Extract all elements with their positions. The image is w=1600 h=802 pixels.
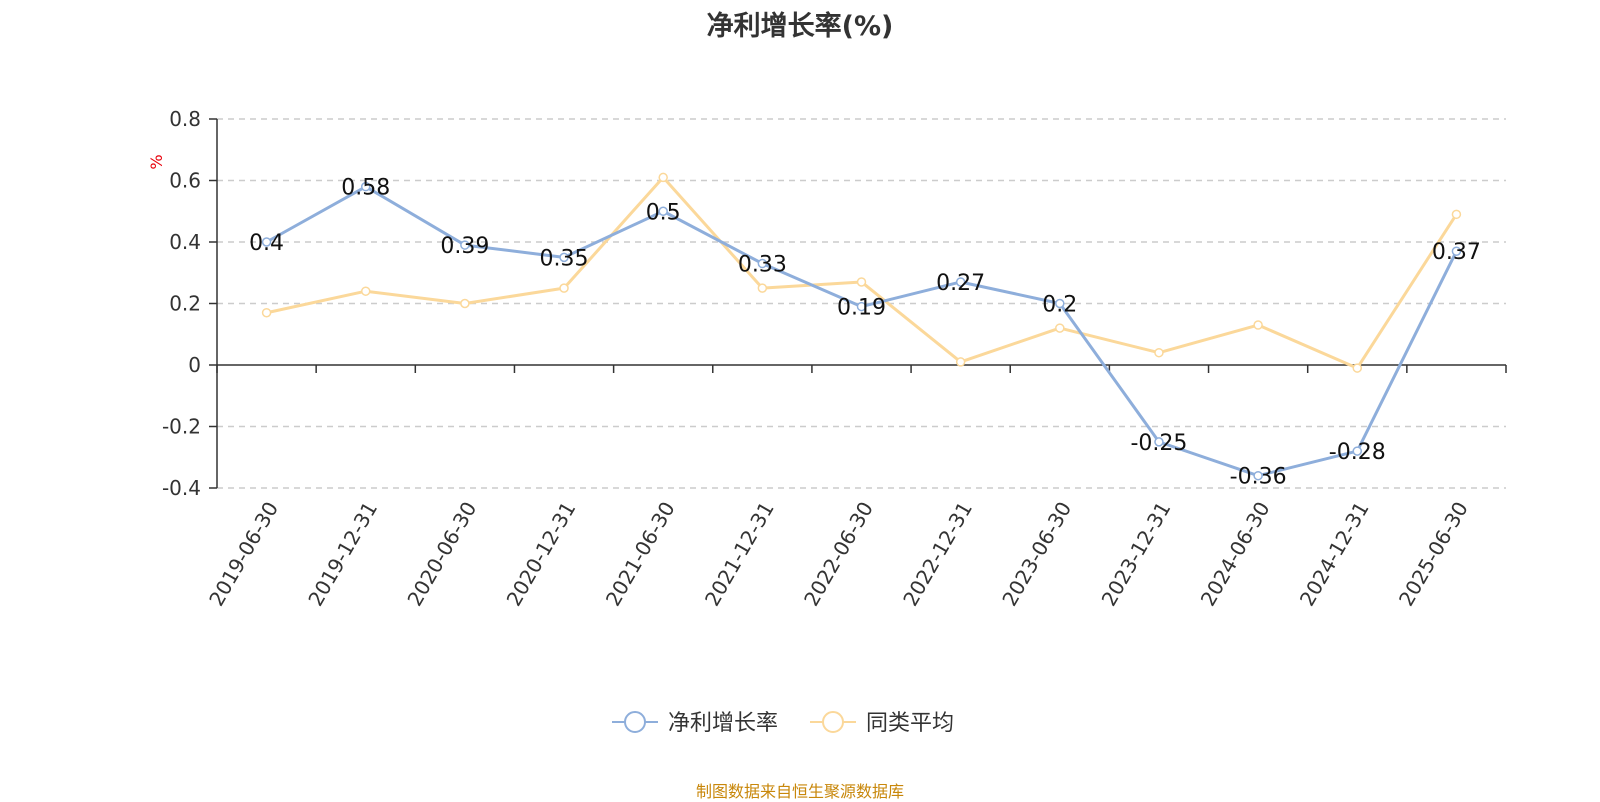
series-line-peer-average — [266, 175, 1458, 370]
y-tick-label: 0.4 — [169, 230, 201, 254]
x-tick-label: 2024-06-30 — [1196, 498, 1275, 611]
legend-item: 同类平均 — [810, 711, 954, 736]
x-tick-label: 2020-12-31 — [502, 498, 581, 611]
data-label: 0.2 — [1042, 293, 1077, 318]
x-tick-label: 2022-06-30 — [799, 498, 878, 611]
point-peer-average — [261, 307, 272, 318]
point-peer-average — [1055, 323, 1065, 333]
data-label: 0.27 — [936, 271, 985, 296]
point-peer-average — [757, 283, 768, 293]
point-net-profit-growth — [1154, 437, 1164, 447]
x-tick-labels: 2019-06-30 2019-12-31 2020-06-30 2020-12-31… — [204, 497, 1473, 610]
axes — [209, 118, 1507, 489]
legend-label: 净利增长率 — [668, 711, 778, 736]
legend-swatch-marker — [624, 711, 646, 733]
point-net-profit-growth — [1253, 470, 1263, 481]
point-peer-average — [1154, 347, 1164, 358]
point-net-profit-growth — [955, 277, 966, 287]
point-peer-average — [1451, 209, 1462, 220]
data-label: 0.5 — [646, 200, 681, 225]
y-tick-label: -0.2 — [162, 415, 201, 439]
data-label: -0.25 — [1130, 431, 1187, 456]
point-net-profit-growth — [559, 252, 569, 263]
x-tick-label: 2021-06-30 — [601, 498, 680, 611]
data-label: 0.19 — [837, 296, 886, 321]
point-peer-average — [658, 172, 668, 183]
point-net-profit-growth — [1451, 246, 1462, 256]
x-tick-label: 2024-12-31 — [1295, 498, 1374, 611]
data-labels: 0.4 0.58 0.39 0.35 0.5 0.33 0.19 0.27 0.2 -0.25 -0… — [249, 176, 1481, 490]
y-unit-label: % — [147, 154, 166, 169]
series-line-net-profit-growth — [265, 185, 1458, 478]
data-label: 0.33 — [738, 253, 787, 278]
point-net-profit-growth — [1352, 446, 1363, 456]
x-tick-label: 2025-06-30 — [1394, 498, 1473, 611]
legend-swatch-marker — [822, 711, 844, 733]
y-tick-labels: 0.8 0.6 0.4 0.2 0 -0.2 -0.4 — [162, 107, 201, 500]
x-tick-label: 2020-06-30 — [402, 498, 481, 611]
point-net-profit-growth — [1055, 298, 1065, 309]
point-peer-average — [1253, 320, 1263, 330]
point-peer-average — [360, 286, 371, 296]
chart-title: 净利增长率(%) — [706, 11, 894, 42]
data-label: -0.36 — [1230, 465, 1287, 490]
grid-lines — [217, 118, 1506, 489]
point-net-profit-growth — [757, 258, 768, 269]
data-label: 0.37 — [1432, 240, 1481, 265]
point-peer-average — [460, 298, 470, 309]
point-net-profit-growth — [360, 181, 371, 192]
x-tick-label: 2021-12-31 — [700, 498, 779, 611]
point-peer-average — [955, 357, 966, 367]
legend-item: 净利增长率 — [612, 711, 778, 736]
series-lines — [265, 175, 1458, 478]
point-net-profit-growth — [856, 301, 867, 312]
y-tick-label: 0.6 — [169, 169, 201, 193]
data-label: 0.58 — [341, 176, 390, 201]
legend-label: 同类平均 — [866, 711, 954, 736]
series-points — [261, 172, 1462, 481]
legend: 净利增长率 同类平均 — [612, 711, 954, 736]
x-tick-label: 2023-12-31 — [1097, 498, 1176, 611]
point-net-profit-growth — [460, 240, 470, 250]
point-peer-average — [559, 283, 569, 293]
x-tick-label: 2019-12-31 — [303, 498, 382, 611]
point-peer-average — [1352, 363, 1363, 373]
y-tick-label: 0.8 — [169, 107, 201, 131]
y-tick-label: 0.2 — [169, 292, 201, 316]
data-label: 0.4 — [249, 231, 284, 256]
data-label: -0.28 — [1329, 440, 1386, 465]
x-tick-label: 2019-06-30 — [204, 498, 283, 611]
data-label: 0.39 — [440, 234, 489, 259]
x-tick-label: 2023-06-30 — [997, 498, 1076, 611]
x-tick-label: 2022-12-31 — [898, 497, 977, 610]
point-peer-average — [856, 277, 867, 287]
source-note: 制图数据来自恒生聚源数据库 — [695, 782, 904, 801]
data-label: 0.35 — [540, 246, 589, 271]
point-net-profit-growth — [658, 206, 668, 216]
y-tick-label: 0 — [188, 353, 201, 377]
y-tick-label: -0.4 — [162, 476, 201, 500]
point-net-profit-growth — [261, 237, 272, 247]
